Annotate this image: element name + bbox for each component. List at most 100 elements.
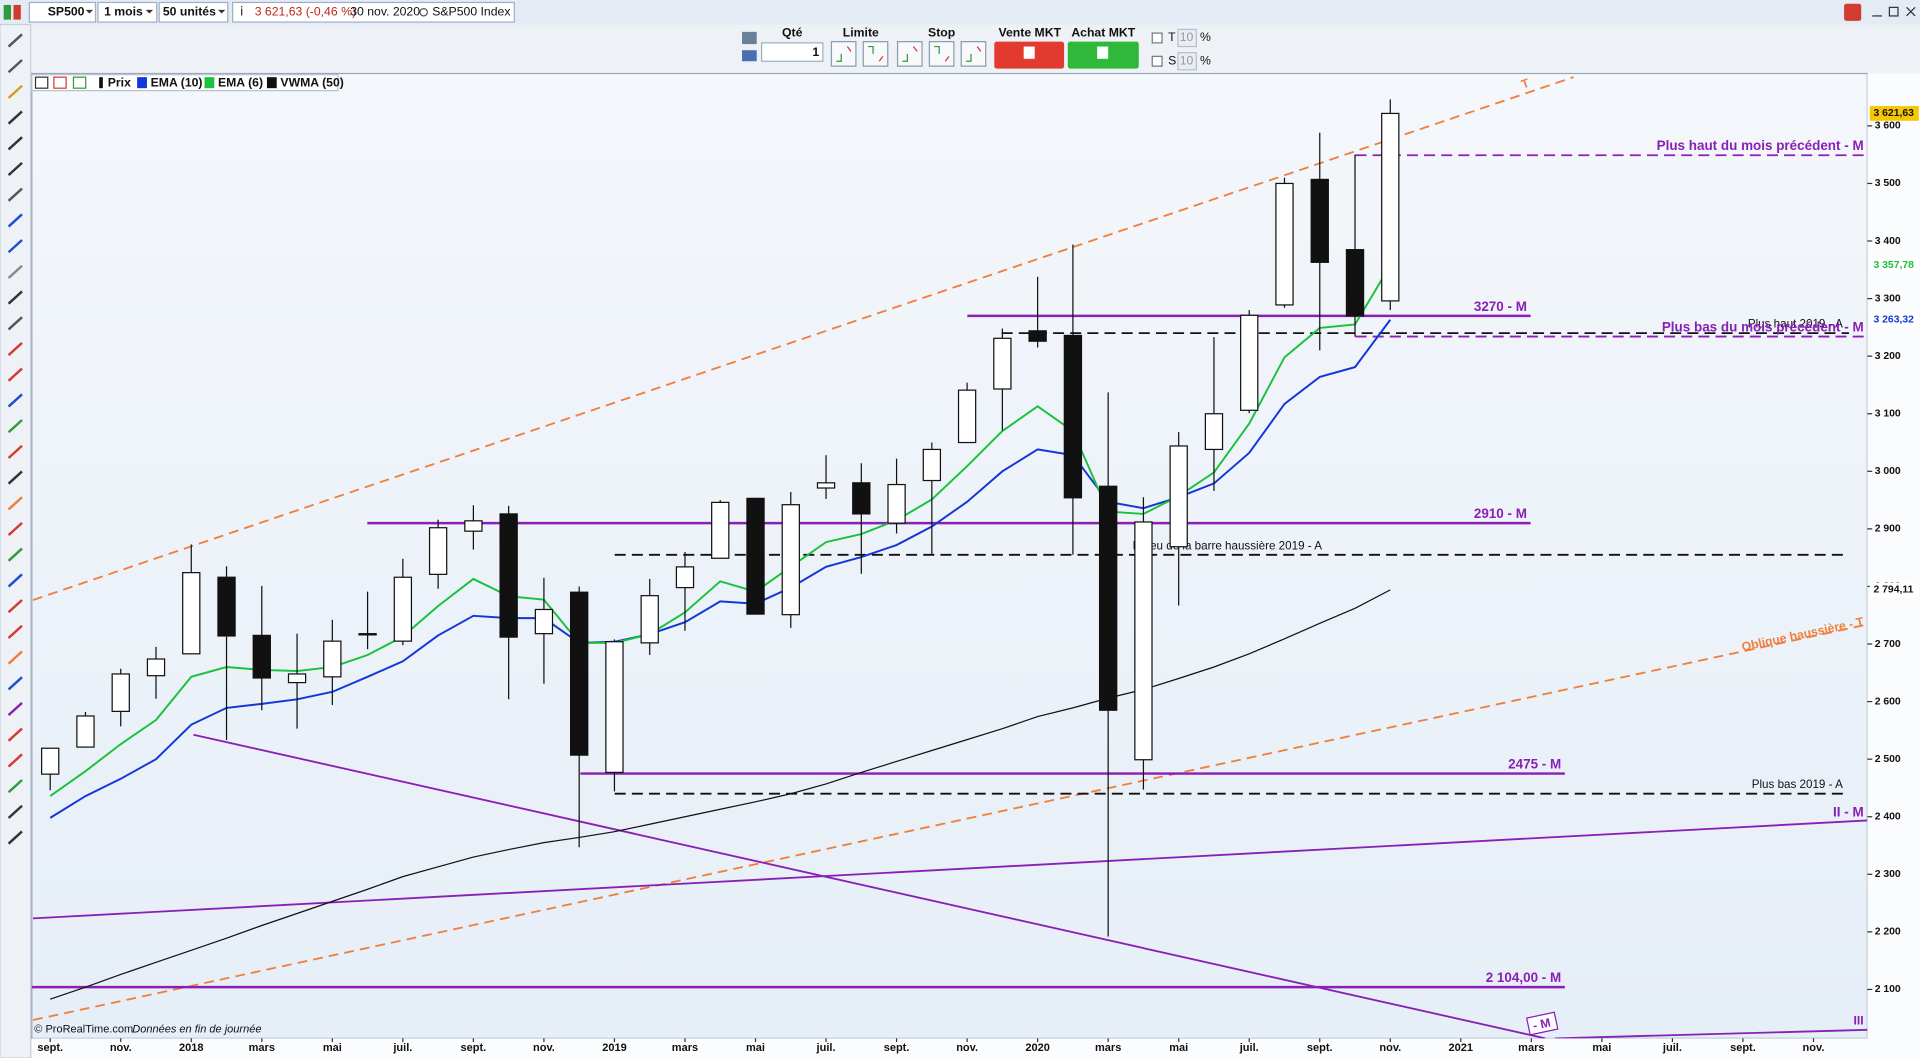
tool-icon[interactable]	[7, 547, 23, 562]
symbol-dropdown[interactable]	[28, 1, 97, 23]
s-checkbox[interactable]	[1151, 55, 1163, 67]
price-tag	[1869, 582, 1919, 598]
close[interactable]	[1906, 6, 1916, 17]
tool-icon[interactable]	[7, 161, 23, 177]
y-tick-label: 2 300	[1875, 869, 1901, 880]
info-icon: ⅰ	[240, 4, 243, 18]
tool-icon[interactable]	[7, 419, 23, 434]
t-input[interactable]	[1177, 28, 1197, 48]
price-tag-label: 3 621,63	[1873, 108, 1914, 119]
candle-body	[1310, 178, 1329, 263]
legend-swatch	[137, 77, 147, 89]
tool-icon[interactable]	[7, 316, 23, 331]
tool-icon[interactable]	[7, 213, 23, 228]
x-tick-label: mars	[672, 1042, 698, 1054]
candle-body	[393, 576, 413, 642]
maximize[interactable]	[1888, 6, 1899, 17]
tool-icon[interactable]	[7, 830, 23, 845]
instrument: S&P500 Index	[432, 4, 510, 18]
candle-body	[711, 501, 730, 559]
tool-icon[interactable]	[7, 290, 23, 305]
t-checkbox[interactable]	[1151, 32, 1163, 44]
limit-sell-button[interactable]	[862, 41, 889, 67]
x-tick-label: mai	[1169, 1042, 1188, 1054]
x-tick-label: nov.	[1803, 1042, 1825, 1054]
y-tick-label: 3 000	[1875, 466, 1901, 477]
tool-icon[interactable]	[7, 59, 23, 74]
stop-button[interactable]	[896, 41, 923, 67]
indicator-line	[49, 264, 1392, 797]
tool-icon[interactable]	[7, 136, 23, 151]
y-tick-label: 2 900	[1875, 524, 1901, 535]
x-tick-label: sept.	[37, 1042, 63, 1054]
s-input[interactable]	[1177, 52, 1197, 71]
tool-icon[interactable]	[7, 496, 23, 511]
dropdown-arrow	[145, 9, 154, 14]
y-tick-label: 2 100	[1875, 984, 1901, 995]
tool-icon[interactable]	[7, 753, 23, 768]
x-tick-label: mai	[1592, 1042, 1611, 1054]
period-dropdown[interactable]	[97, 1, 158, 23]
candle-body	[534, 608, 554, 635]
candle-body	[1204, 413, 1224, 451]
candle-body	[76, 715, 95, 748]
tool-icon[interactable]	[7, 676, 23, 691]
candle-body	[1134, 521, 1153, 761]
y-tick-label: 3 300	[1875, 293, 1901, 304]
tool-icon[interactable]	[7, 701, 23, 717]
level-label: Milieu de la barre haussière 2019 - A	[1133, 539, 1323, 552]
tool-icon[interactable]	[7, 804, 23, 819]
legend-tool[interactable]	[53, 76, 67, 89]
tool-icon[interactable]	[7, 341, 23, 357]
qty-input[interactable]	[761, 42, 824, 62]
limit-buy-button[interactable]	[830, 41, 857, 67]
percent: %	[1200, 53, 1211, 67]
tool-icon[interactable]	[7, 444, 23, 459]
candle-body	[1275, 182, 1294, 306]
candle-body	[252, 634, 271, 679]
stop-button[interactable]	[960, 41, 987, 67]
candle-body	[887, 483, 906, 524]
y-tick-label: 2 200	[1875, 927, 1901, 938]
keyboard-icon[interactable]	[742, 50, 757, 62]
tool-icon[interactable]	[7, 187, 23, 202]
level-label: 2910 - M	[1474, 506, 1527, 521]
tool-icon[interactable]	[7, 470, 23, 485]
y-tick-label: 3 100	[1875, 408, 1901, 419]
legend-tool[interactable]	[72, 76, 87, 89]
tool-icon[interactable]	[7, 33, 23, 48]
tool-icon[interactable]	[7, 521, 23, 537]
tool-icon[interactable]	[7, 573, 23, 588]
app-icon[interactable]	[13, 4, 21, 20]
legend-tool[interactable]	[34, 76, 49, 89]
trendline-upper	[32, 76, 1574, 601]
tool-icon[interactable]	[7, 393, 23, 408]
tool-icon[interactable]	[7, 650, 23, 665]
tool-icon[interactable]	[7, 727, 23, 742]
app-icon[interactable]	[3, 4, 12, 20]
stop-button[interactable]	[928, 41, 955, 67]
tool-icon[interactable]	[7, 779, 23, 794]
tool-icon[interactable]	[7, 599, 23, 614]
y-tick-label: 3 400	[1875, 236, 1901, 247]
stop-label: Stop	[928, 25, 955, 39]
tool-icon[interactable]	[7, 110, 23, 125]
qty-label: Qté	[782, 25, 803, 39]
candle-body	[957, 389, 977, 444]
candle-body	[499, 513, 518, 638]
units-dropdown[interactable]	[158, 1, 229, 23]
legend-label: Prix	[108, 76, 131, 90]
y-tick-label: 2 500	[1875, 754, 1901, 765]
tool-icon[interactable]	[7, 84, 23, 99]
tool-icon[interactable]	[7, 367, 23, 382]
settings-icon[interactable]	[742, 31, 757, 45]
trendline-ii	[33, 819, 1868, 920]
tool-icon[interactable]	[7, 264, 23, 279]
x-tick-label: 2021	[1449, 1042, 1474, 1054]
instrument-icon	[419, 7, 428, 17]
tool-icon[interactable]	[7, 624, 23, 639]
tool-icon[interactable]	[7, 239, 23, 254]
x-tick-label: juil.	[392, 1042, 412, 1054]
buy-icon	[1097, 46, 1109, 59]
window-button[interactable]	[1844, 3, 1862, 21]
